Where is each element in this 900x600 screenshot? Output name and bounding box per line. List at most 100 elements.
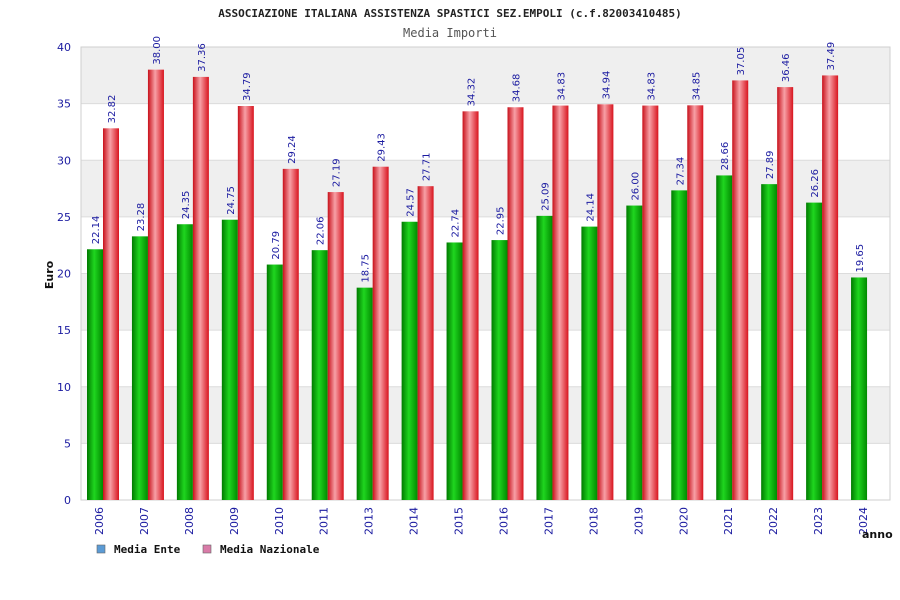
x-tick-label: 2017 xyxy=(542,507,555,535)
bar-value-label: 34.83 xyxy=(556,72,567,101)
bar-value-label: 28.66 xyxy=(720,142,731,171)
chart-subtitle: Media Importi xyxy=(403,26,497,40)
x-tick-label: 2023 xyxy=(812,507,825,535)
legend-swatch xyxy=(202,544,212,554)
bar-media-nazionale xyxy=(597,104,614,500)
legend: Media Ente Media Nazionale xyxy=(96,543,320,556)
bar-value-label: 24.75 xyxy=(226,186,237,215)
bar-value-label: 34.94 xyxy=(601,71,612,100)
bar-value-label: 27.71 xyxy=(422,153,433,182)
x-tick-label: 2022 xyxy=(767,507,780,535)
background-band xyxy=(81,330,890,387)
bar-value-label: 19.65 xyxy=(855,244,866,273)
bar-value-label: 34.32 xyxy=(467,78,478,107)
bar-value-label: 37.36 xyxy=(197,43,208,72)
background-band xyxy=(81,160,890,217)
bar-media-nazionale xyxy=(777,87,794,500)
bar-value-label: 34.83 xyxy=(646,72,657,101)
x-tick-label: 2013 xyxy=(363,507,376,535)
x-tick-label: 2010 xyxy=(273,507,286,535)
bar-value-label: 24.35 xyxy=(181,191,192,220)
y-tick-label: 25 xyxy=(57,211,71,224)
y-tick-label: 40 xyxy=(57,41,71,54)
bar-value-label: 34.68 xyxy=(512,74,523,103)
bar-media-ente xyxy=(356,287,373,500)
bar-value-label: 22.95 xyxy=(496,206,507,235)
bar-value-label: 37.05 xyxy=(736,47,747,76)
bar-media-ente xyxy=(491,240,508,500)
bar-media-nazionale xyxy=(642,105,659,501)
y-axis-ticks: 0 5 10 15 20 25 30 35 40 xyxy=(57,41,71,507)
x-axis-ticks: 2006 2007 2008 2009 2010 2011 2013 2014 2015 2016… xyxy=(93,507,870,535)
bar-media-ente xyxy=(176,224,193,500)
bar-media-nazionale xyxy=(147,69,164,501)
bar-media-ente xyxy=(87,249,103,500)
y-tick-label: 30 xyxy=(57,154,71,167)
bar-value-label: 37.49 xyxy=(826,42,837,71)
bar-media-ente xyxy=(851,277,868,500)
bar-value-label: 25.09 xyxy=(540,182,551,211)
x-tick-label: 2006 xyxy=(93,507,106,535)
y-tick-label: 35 xyxy=(57,98,71,111)
bar-value-label: 27.19 xyxy=(332,158,343,187)
bar-value-label: 32.82 xyxy=(107,95,118,124)
bar-media-ente xyxy=(536,215,553,500)
bar-media-nazionale xyxy=(192,76,209,500)
bar-value-label: 29.43 xyxy=(377,133,388,162)
legend-label: Media Ente xyxy=(114,543,181,556)
background-band xyxy=(81,443,890,500)
y-tick-label: 0 xyxy=(64,494,71,507)
y-tick-label: 15 xyxy=(57,324,71,337)
bar-value-label: 34.85 xyxy=(691,72,702,101)
bar-value-label: 22.06 xyxy=(316,217,327,246)
bar-value-label: 22.74 xyxy=(451,209,462,238)
legend-label: Media Nazionale xyxy=(220,543,320,556)
bar-labels: 22.14 32.82 23.28 38.00 24.35 37.36 24.75 34.79… xyxy=(91,36,866,283)
bar-value-label: 38.00 xyxy=(152,36,163,65)
gridlines xyxy=(80,46,891,501)
x-tick-label: 2011 xyxy=(318,507,331,535)
bar-media-ente xyxy=(131,236,148,500)
x-tick-label: 2007 xyxy=(138,507,151,535)
y-tick-label: 5 xyxy=(64,437,71,450)
background-bands xyxy=(81,47,890,500)
bar-media-nazionale xyxy=(103,128,119,500)
legend-swatch xyxy=(96,544,106,554)
background-band xyxy=(81,273,890,331)
bar-media-ente xyxy=(626,205,643,501)
bar-media-ente xyxy=(806,202,823,500)
x-tick-label: 2019 xyxy=(632,507,645,535)
bar-value-label: 22.14 xyxy=(91,216,102,245)
x-tick-label: 2018 xyxy=(587,507,600,535)
x-tick-label: 2009 xyxy=(228,507,241,535)
bar-media-nazionale xyxy=(237,106,254,501)
bar-value-label: 36.46 xyxy=(781,53,792,82)
background-band xyxy=(81,103,890,161)
y-tick-label: 20 xyxy=(57,268,71,281)
background-band xyxy=(81,386,890,444)
bar-media-nazionale xyxy=(687,105,704,500)
x-tick-label: 2015 xyxy=(453,507,466,535)
x-tick-label: 2020 xyxy=(677,507,690,535)
chart-title: ASSOCIAZIONE ITALIANA ASSISTENZA SPASTIC… xyxy=(218,7,682,20)
bars xyxy=(87,69,868,501)
bar-media-ente xyxy=(581,226,598,500)
bar-media-ente xyxy=(266,264,283,500)
bar-media-nazionale xyxy=(327,192,344,501)
bar-media-nazionale xyxy=(552,105,569,501)
bar-value-label: 27.89 xyxy=(765,151,776,180)
bar-value-label: 34.79 xyxy=(242,72,253,101)
background-band xyxy=(81,216,890,274)
bar-media-nazionale xyxy=(462,111,479,501)
x-tick-label: 2016 xyxy=(498,507,511,535)
bar-media-ente xyxy=(671,190,688,500)
bar-media-nazionale xyxy=(732,80,749,500)
bar-media-ente xyxy=(446,242,463,501)
bar-value-label: 23.28 xyxy=(136,203,147,232)
bar-media-nazionale xyxy=(822,75,839,500)
bar-media-nazionale xyxy=(417,186,434,500)
bar-media-nazionale xyxy=(507,107,524,501)
bar-media-ente xyxy=(761,184,778,500)
y-tick-label: 10 xyxy=(57,381,71,394)
